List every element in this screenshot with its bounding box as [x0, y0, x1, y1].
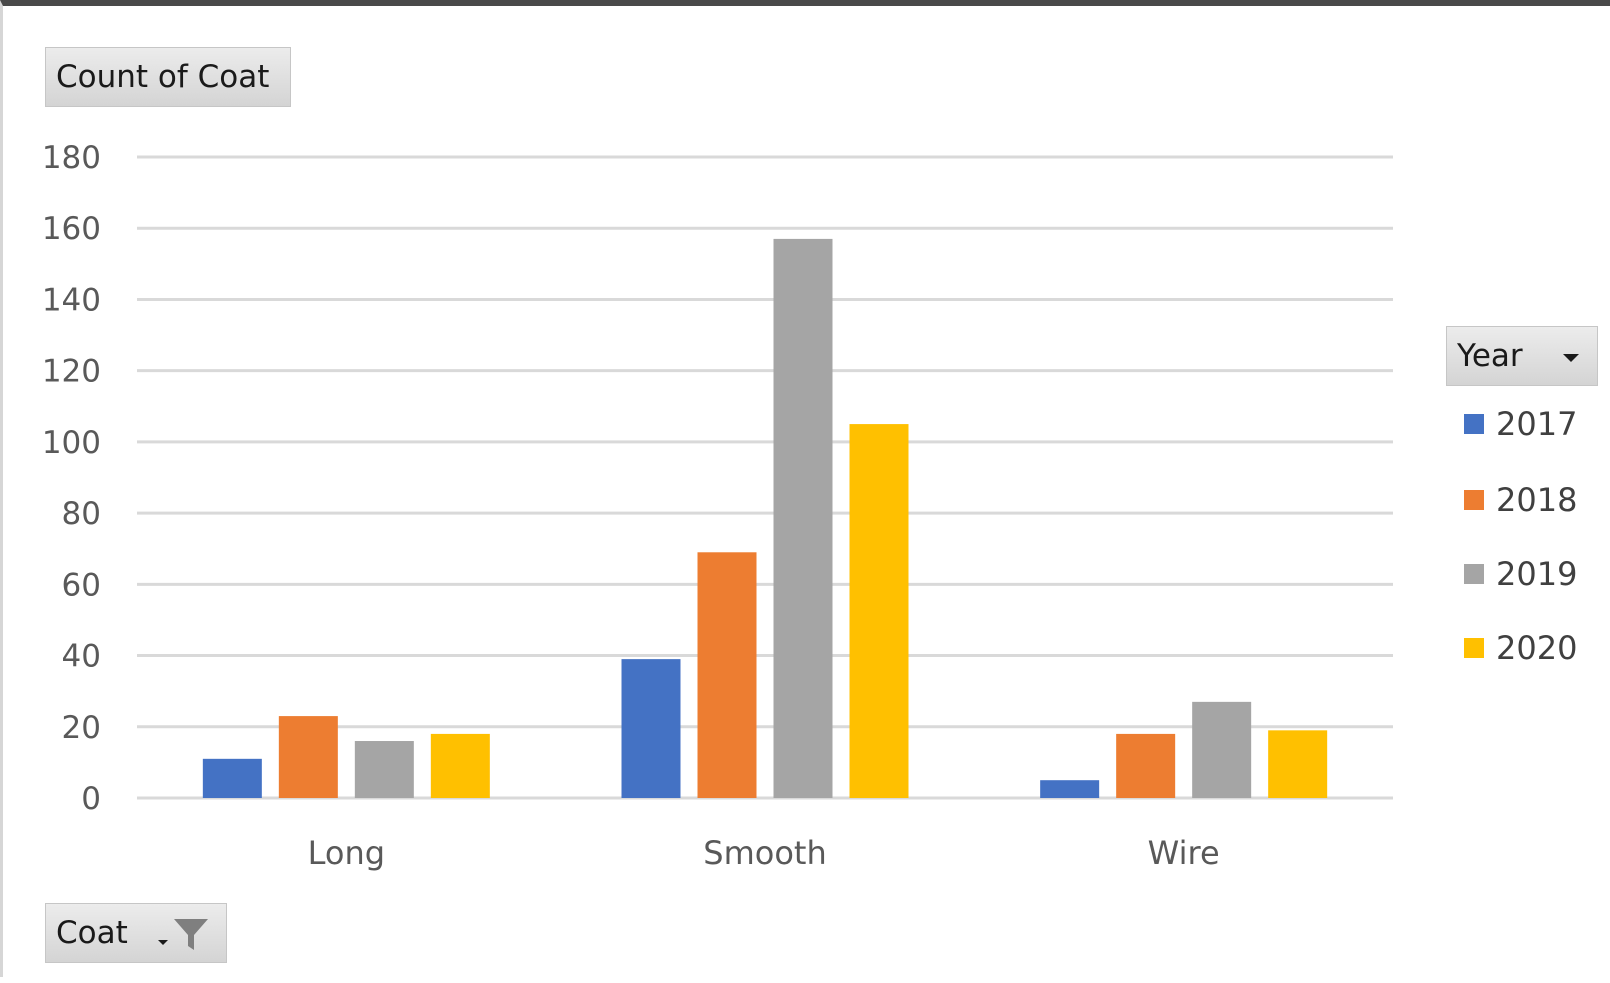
y-tick-label: 120: [42, 354, 101, 390]
chart-plot: 0 20 40 60 80 100 120 140 160 180 Long Smooth Wire: [42, 140, 1393, 872]
bar-long-2020[interactable]: [430, 733, 490, 798]
y-tick-label: 100: [42, 425, 101, 461]
x-tick-label: Long: [308, 834, 385, 872]
bars: [202, 238, 1328, 799]
y-axis-ticks: 0 20 40 60 80 100 120 140 160 180: [42, 140, 101, 817]
chevron-down-icon[interactable]: [1563, 354, 1579, 362]
values-field-label: Count of Coat: [56, 59, 270, 95]
bar-wire-2020[interactable]: [1268, 730, 1328, 798]
legend-item-2020: 2020: [1464, 628, 1577, 668]
gridlines: [137, 155, 1393, 800]
axis-field-button[interactable]: Coat: [45, 903, 227, 963]
bar-long-2017[interactable]: [202, 758, 262, 798]
legend-field-button[interactable]: Year: [1446, 326, 1598, 386]
small-dropdown-icon[interactable]: [158, 940, 168, 945]
legend-label: 2018: [1496, 481, 1578, 519]
legend-item-2018: 2018: [1464, 480, 1577, 520]
filter-funnel-icon[interactable]: [172, 916, 210, 954]
legend-field-label: Year: [1457, 338, 1523, 374]
y-tick-label: 60: [62, 567, 101, 603]
x-tick-label: Smooth: [703, 834, 826, 872]
bar-wire-2018[interactable]: [1116, 733, 1176, 798]
legend-swatch: [1464, 490, 1484, 510]
y-tick-label: 80: [62, 496, 101, 532]
legend-item-2019: 2019: [1464, 554, 1577, 594]
y-tick-label: 140: [42, 282, 101, 318]
legend-swatch: [1464, 414, 1484, 434]
axis-field-label: Coat: [56, 915, 128, 951]
bar-smooth-2018[interactable]: [697, 552, 757, 798]
legend-swatch: [1464, 638, 1484, 658]
legend-label: 2017: [1496, 405, 1578, 443]
x-axis-categories: Long Smooth Wire: [308, 834, 1220, 872]
x-tick-label: Wire: [1148, 834, 1220, 872]
y-tick-label: 180: [42, 140, 101, 176]
y-tick-label: 20: [62, 710, 101, 746]
legend-item-2017: 2017: [1464, 404, 1577, 444]
bar-smooth-2017[interactable]: [621, 659, 681, 798]
legend-label: 2020: [1496, 629, 1578, 667]
y-tick-label: 40: [62, 639, 101, 675]
bar-wire-2017[interactable]: [1040, 780, 1100, 798]
bar-wire-2019[interactable]: [1192, 701, 1252, 798]
y-tick-label: 0: [81, 781, 101, 817]
values-field-button[interactable]: Count of Coat: [45, 47, 291, 107]
legend-label: 2019: [1496, 555, 1578, 593]
bar-long-2019[interactable]: [354, 741, 414, 798]
bar-smooth-2020[interactable]: [849, 424, 909, 798]
bar-smooth-2019[interactable]: [773, 238, 833, 799]
bar-long-2018[interactable]: [278, 716, 338, 798]
y-tick-label: 160: [42, 211, 101, 247]
legend-swatch: [1464, 564, 1484, 584]
